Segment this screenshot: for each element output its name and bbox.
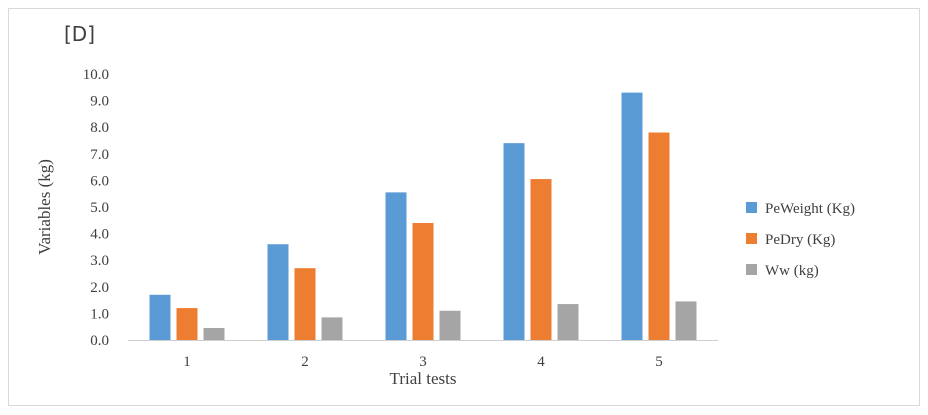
y-tick-label: 3.0 xyxy=(90,253,109,269)
legend-label: PeWeight (Kg) xyxy=(765,201,855,217)
y-tick-label: 5.0 xyxy=(90,200,109,216)
legend: PeWeight (Kg) PeDry (Kg) Ww (kg) xyxy=(746,201,855,279)
bar-1-4 xyxy=(503,143,525,340)
legend-swatch xyxy=(746,202,757,213)
x-tick-label: 2 xyxy=(301,354,309,370)
bar-2-5 xyxy=(648,132,670,340)
bar-2-3 xyxy=(412,222,434,340)
y-tick-label: 10.0 xyxy=(83,67,109,83)
y-tick-label: 8.0 xyxy=(90,120,109,136)
bar-3-3 xyxy=(439,310,461,340)
y-axis-ticks: 0.0 1.0 2.0 3.0 4.0 5.0 6.0 7.0 8.0 9.0 10.0 xyxy=(83,67,109,349)
bar-2-4 xyxy=(530,179,552,340)
y-axis-title: Variables (kg) xyxy=(35,159,54,255)
y-tick-label: 1.0 xyxy=(90,306,109,322)
legend-label: PeDry (Kg) xyxy=(765,232,835,248)
y-tick-label: 4.0 xyxy=(90,227,109,243)
x-tick-label: 5 xyxy=(655,354,663,370)
y-tick-label: 2.0 xyxy=(90,280,109,296)
bar-3-5 xyxy=(675,301,697,340)
y-tick-label: 7.0 xyxy=(90,147,109,163)
y-tick-label: 9.0 xyxy=(90,94,109,110)
bar-2-2 xyxy=(294,268,316,340)
x-tick-label: 3 xyxy=(419,354,427,370)
bar-3-2 xyxy=(321,317,343,340)
bar-2-1 xyxy=(176,308,198,340)
bar-1-5 xyxy=(621,92,643,341)
bar-1-1 xyxy=(149,294,171,340)
panel-label: [D] xyxy=(64,22,96,46)
bar-3-1 xyxy=(203,328,225,340)
bar-3-4 xyxy=(557,304,579,340)
x-axis-title: Trial tests xyxy=(390,369,457,388)
bar-1-3 xyxy=(385,192,407,340)
legend-label: Ww (kg) xyxy=(765,263,819,279)
y-tick-label: 6.0 xyxy=(90,173,109,189)
legend-swatch xyxy=(746,264,757,275)
bar-1-2 xyxy=(267,244,289,340)
x-tick-label: 1 xyxy=(183,354,191,370)
x-tick-label: 4 xyxy=(537,354,545,370)
x-axis-ticks: 1 2 3 4 5 xyxy=(183,354,663,370)
legend-swatch xyxy=(746,233,757,244)
y-tick-label: 0.0 xyxy=(90,333,109,349)
bars-group xyxy=(149,92,697,341)
